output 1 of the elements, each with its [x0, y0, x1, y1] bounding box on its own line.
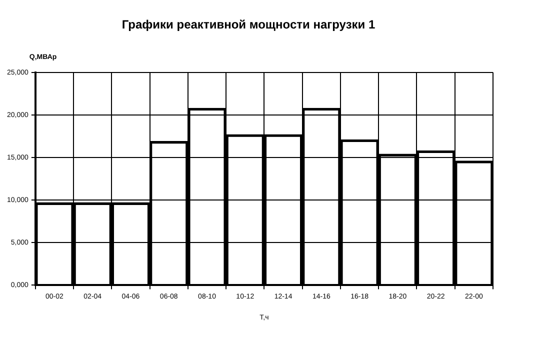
- chart-title: Графики реактивной мощности нагрузки 1: [122, 18, 376, 32]
